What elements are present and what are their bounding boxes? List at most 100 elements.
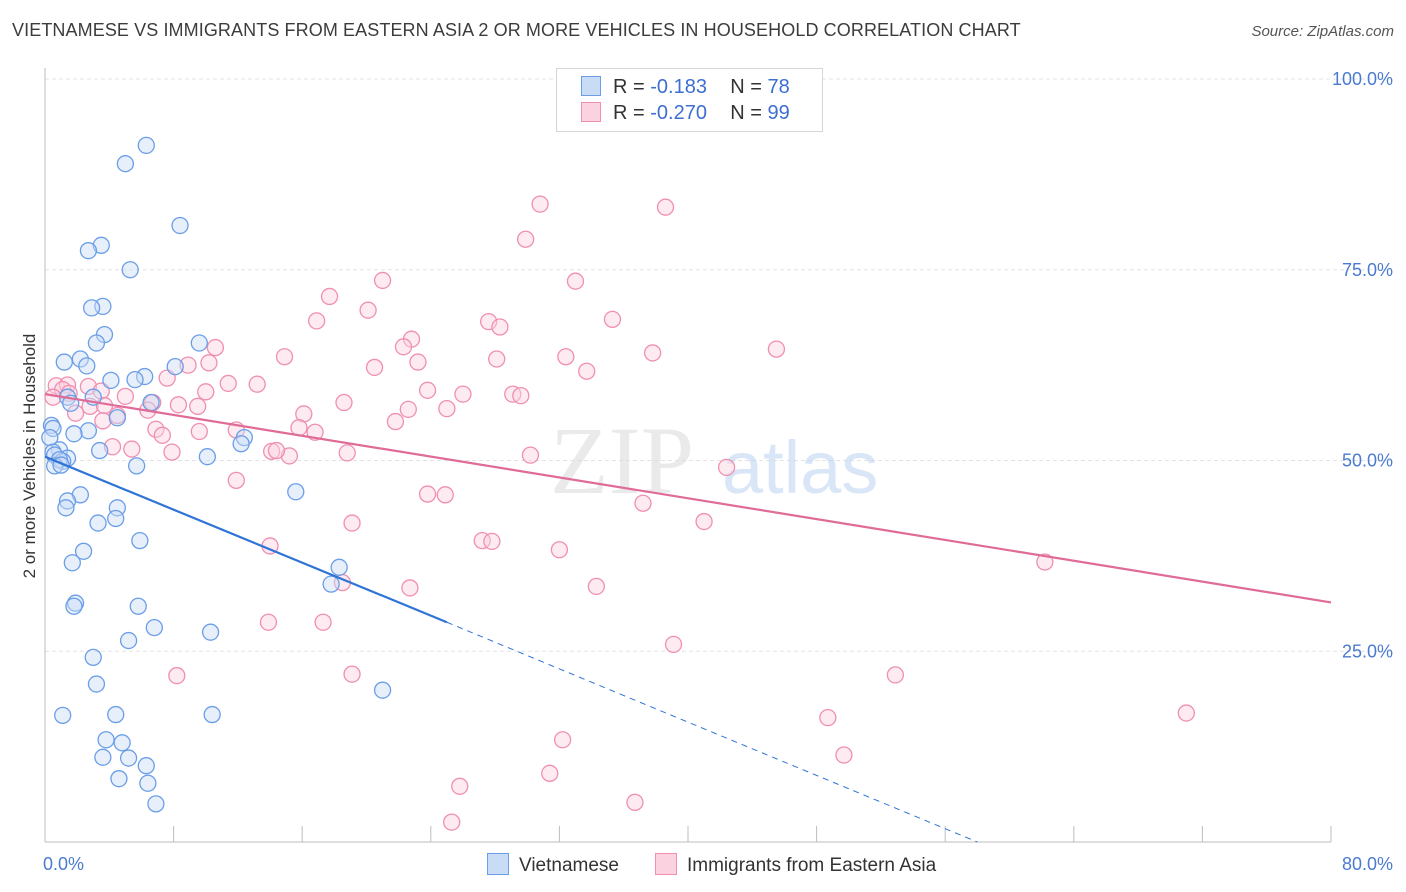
data-point-eastern-asia bbox=[275, 348, 294, 366]
x-tick-label: 0.0% bbox=[43, 854, 84, 874]
source-label: Source: ZipAtlas.com bbox=[1251, 23, 1394, 40]
data-point-eastern-asia bbox=[483, 532, 501, 551]
data-point-eastern-asia bbox=[578, 362, 596, 380]
data-point-eastern-asia bbox=[516, 230, 535, 248]
data-point-eastern-asia bbox=[409, 353, 427, 371]
data-point-eastern-asia bbox=[1177, 704, 1195, 722]
data-point-eastern-asia bbox=[267, 441, 286, 460]
data-point-vietnamese bbox=[84, 648, 102, 667]
data-point-vietnamese bbox=[65, 597, 83, 615]
chart-title: VIETNAMESE VS IMMIGRANTS FROM EASTERN AS… bbox=[12, 20, 1021, 40]
legend-n-label: N = bbox=[730, 76, 768, 98]
data-point-vietnamese bbox=[113, 734, 131, 752]
data-point-eastern-asia bbox=[643, 344, 662, 362]
data-point-vietnamese bbox=[74, 542, 93, 560]
data-point-eastern-asia bbox=[399, 400, 417, 419]
data-point-eastern-asia bbox=[767, 340, 786, 358]
data-point-eastern-asia bbox=[169, 396, 188, 414]
data-point-vietnamese bbox=[87, 675, 106, 693]
legend-row-vietnamese: R = -0.183 N = 78 bbox=[581, 76, 790, 100]
data-point-eastern-asia bbox=[451, 777, 469, 795]
data-point-eastern-asia bbox=[314, 613, 332, 631]
data-point-eastern-asia bbox=[197, 383, 215, 401]
data-point-eastern-asia bbox=[219, 374, 237, 393]
y-tick-label: 100.0% bbox=[1332, 69, 1393, 89]
data-point-vietnamese bbox=[322, 575, 340, 593]
data-point-eastern-asia bbox=[365, 358, 384, 377]
tick-labels: 25.0% 50.0% 75.0% 100.0% 0.0% 80.0% bbox=[43, 69, 1393, 874]
data-point-vietnamese bbox=[190, 334, 208, 352]
data-point-eastern-asia bbox=[438, 399, 456, 418]
y-tick-label: 75.0% bbox=[1342, 260, 1393, 280]
bottom-legend-label-blue: Vietnamese bbox=[519, 855, 619, 876]
data-point-vietnamese bbox=[131, 531, 149, 550]
data-point-vietnamese bbox=[44, 419, 62, 438]
blue-series-points bbox=[41, 136, 392, 813]
data-point-eastern-asia bbox=[717, 458, 736, 477]
data-point-vietnamese bbox=[91, 441, 109, 460]
y-tick-label: 50.0% bbox=[1342, 451, 1393, 471]
data-point-eastern-asia bbox=[566, 272, 585, 290]
data-point-eastern-asia bbox=[491, 318, 509, 336]
data-point-vietnamese bbox=[41, 428, 59, 447]
watermark: ZIP atlas bbox=[550, 407, 878, 514]
data-point-vietnamese bbox=[139, 774, 157, 792]
legend-n-value: 78 bbox=[767, 76, 790, 98]
trendline-vietnamese-extension bbox=[446, 621, 978, 843]
data-point-eastern-asia bbox=[488, 350, 506, 368]
data-point-eastern-asia bbox=[79, 377, 98, 396]
data-point-eastern-asia bbox=[179, 356, 197, 374]
data-point-eastern-asia bbox=[550, 541, 569, 559]
watermark-zip: ZIP bbox=[550, 407, 694, 514]
data-point-vietnamese bbox=[94, 748, 112, 766]
data-point-vietnamese bbox=[116, 155, 135, 173]
data-point-eastern-asia bbox=[147, 420, 165, 438]
data-point-vietnamese bbox=[232, 435, 250, 453]
bottom-legend-label-pink: Immigrants from Eastern Asia bbox=[687, 855, 937, 876]
data-point-vietnamese bbox=[142, 393, 160, 412]
data-point-vietnamese bbox=[330, 558, 348, 576]
data-point-vietnamese bbox=[201, 623, 220, 641]
data-point-eastern-asia bbox=[656, 198, 675, 216]
data-point-vietnamese bbox=[127, 457, 146, 475]
data-point-eastern-asia bbox=[626, 793, 644, 811]
data-point-vietnamese bbox=[110, 770, 128, 788]
data-point-eastern-asia bbox=[443, 813, 461, 831]
data-point-eastern-asia bbox=[557, 348, 575, 366]
data-point-vietnamese bbox=[373, 681, 392, 699]
bottom-legend-vietnamese: Vietnamese bbox=[487, 853, 619, 877]
legend-n-label: N = bbox=[730, 102, 768, 124]
legend-swatch-blue bbox=[581, 76, 601, 96]
data-point-eastern-asia bbox=[587, 577, 606, 596]
data-point-eastern-asia bbox=[153, 426, 171, 444]
data-point-eastern-asia bbox=[386, 412, 405, 431]
data-point-eastern-asia bbox=[338, 444, 356, 462]
trendlines bbox=[44, 393, 1332, 843]
trendline-vietnamese bbox=[44, 455, 448, 624]
data-point-eastern-asia bbox=[308, 312, 326, 330]
data-point-eastern-asia bbox=[634, 494, 652, 512]
bottom-legend-swatch-blue bbox=[487, 853, 509, 875]
data-point-eastern-asia bbox=[227, 471, 245, 489]
data-point-vietnamese bbox=[57, 499, 75, 517]
data-point-eastern-asia bbox=[436, 486, 454, 504]
trendline-eastern-asia bbox=[44, 393, 1332, 604]
legend-r-label: R = bbox=[613, 76, 651, 98]
data-point-eastern-asia bbox=[343, 514, 361, 532]
data-point-vietnamese bbox=[54, 706, 72, 724]
data-point-eastern-asia bbox=[163, 443, 181, 461]
data-point-eastern-asia bbox=[521, 446, 540, 464]
y-tick-label: 25.0% bbox=[1342, 641, 1393, 661]
data-point-vietnamese bbox=[129, 597, 147, 615]
legend-r-value: -0.183 bbox=[650, 76, 707, 98]
data-point-vietnamese bbox=[79, 242, 98, 260]
legend-row-eastern-asia: R = -0.270 N = 99 bbox=[581, 102, 790, 126]
data-point-eastern-asia bbox=[603, 310, 622, 328]
data-point-vietnamese bbox=[119, 749, 138, 767]
data-point-eastern-asia bbox=[189, 397, 207, 415]
data-point-vietnamese bbox=[108, 499, 126, 517]
data-point-vietnamese bbox=[287, 483, 305, 501]
data-point-eastern-asia bbox=[103, 438, 122, 456]
data-point-vietnamese bbox=[198, 448, 217, 466]
